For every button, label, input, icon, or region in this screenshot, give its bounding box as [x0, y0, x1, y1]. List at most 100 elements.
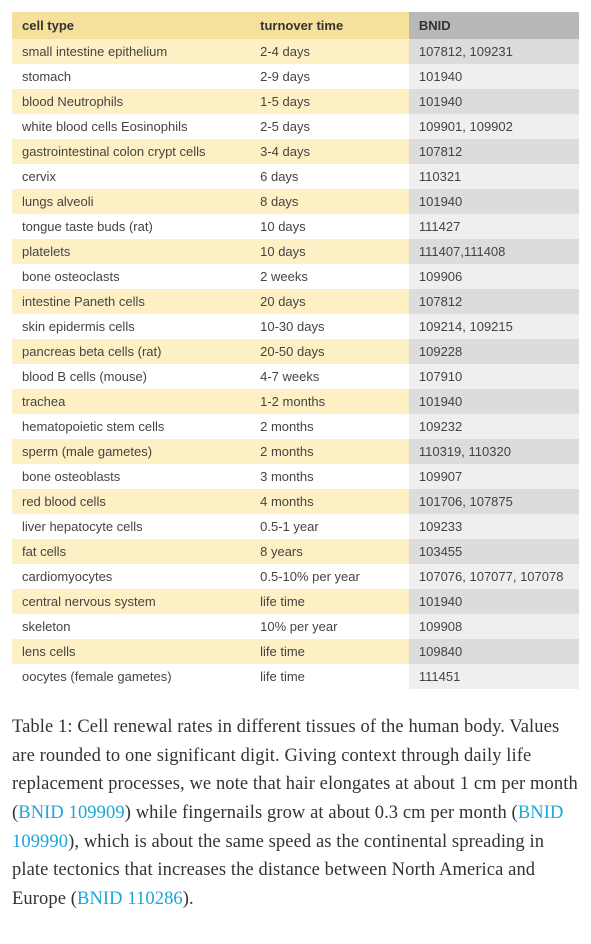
cell-bnid: 111407,111408	[409, 239, 579, 264]
cell-turnover: life time	[250, 589, 409, 614]
cell-turnover: 4 months	[250, 489, 409, 514]
cell-bnid: 111451	[409, 664, 579, 689]
bnid-link-3[interactable]: BNID 110286	[77, 889, 183, 909]
caption-text: ).	[183, 889, 194, 909]
cell-bnid: 109908	[409, 614, 579, 639]
cell-turnover: 20-50 days	[250, 339, 409, 364]
cell-bnid: 101706, 107875	[409, 489, 579, 514]
cell-bnid: 109840	[409, 639, 579, 664]
cell-turnover: 10 days	[250, 239, 409, 264]
cell-turnover: 2-9 days	[250, 64, 409, 89]
table-row: tongue taste buds (rat)10 days111427	[12, 214, 579, 239]
cell-bnid: 101940	[409, 89, 579, 114]
cell-bnid: 111427	[409, 214, 579, 239]
table-row: stomach2-9 days101940	[12, 64, 579, 89]
cell-type: intestine Paneth cells	[12, 289, 250, 314]
cell-type: cervix	[12, 164, 250, 189]
cell-type: bone osteoclasts	[12, 264, 250, 289]
cell-type: blood Neutrophils	[12, 89, 250, 114]
cell-type: liver hepatocyte cells	[12, 514, 250, 539]
table-row: oocytes (female gametes)life time111451	[12, 664, 579, 689]
cell-bnid: 109901, 109902	[409, 114, 579, 139]
table-row: blood B cells (mouse)4-7 weeks107910	[12, 364, 579, 389]
cell-type: bone osteoblasts	[12, 464, 250, 489]
cell-bnid: 110321	[409, 164, 579, 189]
cell-type: trachea	[12, 389, 250, 414]
cell-bnid: 107812	[409, 289, 579, 314]
cell-turnover: 6 days	[250, 164, 409, 189]
table-row: blood Neutrophils1-5 days101940	[12, 89, 579, 114]
cell-bnid: 107812, 109231	[409, 39, 579, 64]
cell-type: central nervous system	[12, 589, 250, 614]
cell-type: tongue taste buds (rat)	[12, 214, 250, 239]
cell-turnover: 3-4 days	[250, 139, 409, 164]
cell-type: lungs alveoli	[12, 189, 250, 214]
cell-type: pancreas beta cells (rat)	[12, 339, 250, 364]
table-body: small intestine epithelium2-4 days107812…	[12, 39, 579, 689]
cell-turnover: 2 weeks	[250, 264, 409, 289]
table-caption: Table 1: Cell renewal rates in different…	[12, 713, 579, 914]
cell-type: hematopoietic stem cells	[12, 414, 250, 439]
cell-turnover: 0.5-1 year	[250, 514, 409, 539]
cell-bnid: 107812	[409, 139, 579, 164]
table-row: liver hepatocyte cells0.5-1 year109233	[12, 514, 579, 539]
cell-bnid: 109906	[409, 264, 579, 289]
cell-turnover: 10-30 days	[250, 314, 409, 339]
cell-bnid: 109214, 109215	[409, 314, 579, 339]
cell-type: lens cells	[12, 639, 250, 664]
cell-type: white blood cells Eosinophils	[12, 114, 250, 139]
cell-turnover: 2-5 days	[250, 114, 409, 139]
cell-bnid: 109228	[409, 339, 579, 364]
cell-turnover: 10 days	[250, 214, 409, 239]
cell-type: gastrointestinal colon crypt cells	[12, 139, 250, 164]
cell-bnid: 101940	[409, 589, 579, 614]
cell-bnid: 101940	[409, 389, 579, 414]
cell-turnover: life time	[250, 639, 409, 664]
cell-type: sperm (male gametes)	[12, 439, 250, 464]
cell-type: red blood cells	[12, 489, 250, 514]
cell-turnover: 0.5-10% per year	[250, 564, 409, 589]
table-row: platelets10 days111407,111408	[12, 239, 579, 264]
cell-turnover-table: cell type turnover time BNID small intes…	[12, 12, 579, 689]
caption-text: ) while fingernails grow at about 0.3 cm…	[125, 803, 518, 823]
table-row: trachea1-2 months101940	[12, 389, 579, 414]
cell-turnover: 8 years	[250, 539, 409, 564]
table-row: fat cells8 years103455	[12, 539, 579, 564]
table-row: hematopoietic stem cells2 months109232	[12, 414, 579, 439]
table-row: skeleton10% per year109908	[12, 614, 579, 639]
cell-bnid: 107076, 107077, 107078	[409, 564, 579, 589]
table-row: cervix6 days110321	[12, 164, 579, 189]
table-row: pancreas beta cells (rat)20-50 days10922…	[12, 339, 579, 364]
table-row: bone osteoblasts3 months109907	[12, 464, 579, 489]
table-row: central nervous systemlife time101940	[12, 589, 579, 614]
cell-bnid: 103455	[409, 539, 579, 564]
cell-turnover: 10% per year	[250, 614, 409, 639]
cell-bnid: 101940	[409, 189, 579, 214]
cell-type: stomach	[12, 64, 250, 89]
table-header-row: cell type turnover time BNID	[12, 12, 579, 39]
cell-type: oocytes (female gametes)	[12, 664, 250, 689]
cell-bnid: 109907	[409, 464, 579, 489]
cell-type: skin epidermis cells	[12, 314, 250, 339]
cell-turnover: 8 days	[250, 189, 409, 214]
table-row: lungs alveoli8 days101940	[12, 189, 579, 214]
cell-type: platelets	[12, 239, 250, 264]
table-row: skin epidermis cells10-30 days109214, 10…	[12, 314, 579, 339]
cell-bnid: 110319, 110320	[409, 439, 579, 464]
bnid-link-1[interactable]: BNID 109909	[18, 803, 124, 823]
cell-turnover: 2 months	[250, 414, 409, 439]
cell-turnover: 1-5 days	[250, 89, 409, 114]
cell-type: fat cells	[12, 539, 250, 564]
table-row: gastrointestinal colon crypt cells3-4 da…	[12, 139, 579, 164]
table-row: lens cellslife time109840	[12, 639, 579, 664]
cell-bnid: 107910	[409, 364, 579, 389]
cell-turnover: 3 months	[250, 464, 409, 489]
col-header-turnover: turnover time	[250, 12, 409, 39]
table-row: bone osteoclasts2 weeks109906	[12, 264, 579, 289]
cell-turnover: 4-7 weeks	[250, 364, 409, 389]
table-row: intestine Paneth cells20 days107812	[12, 289, 579, 314]
cell-type: blood B cells (mouse)	[12, 364, 250, 389]
table-row: small intestine epithelium2-4 days107812…	[12, 39, 579, 64]
cell-bnid: 109233	[409, 514, 579, 539]
cell-turnover: 2 months	[250, 439, 409, 464]
